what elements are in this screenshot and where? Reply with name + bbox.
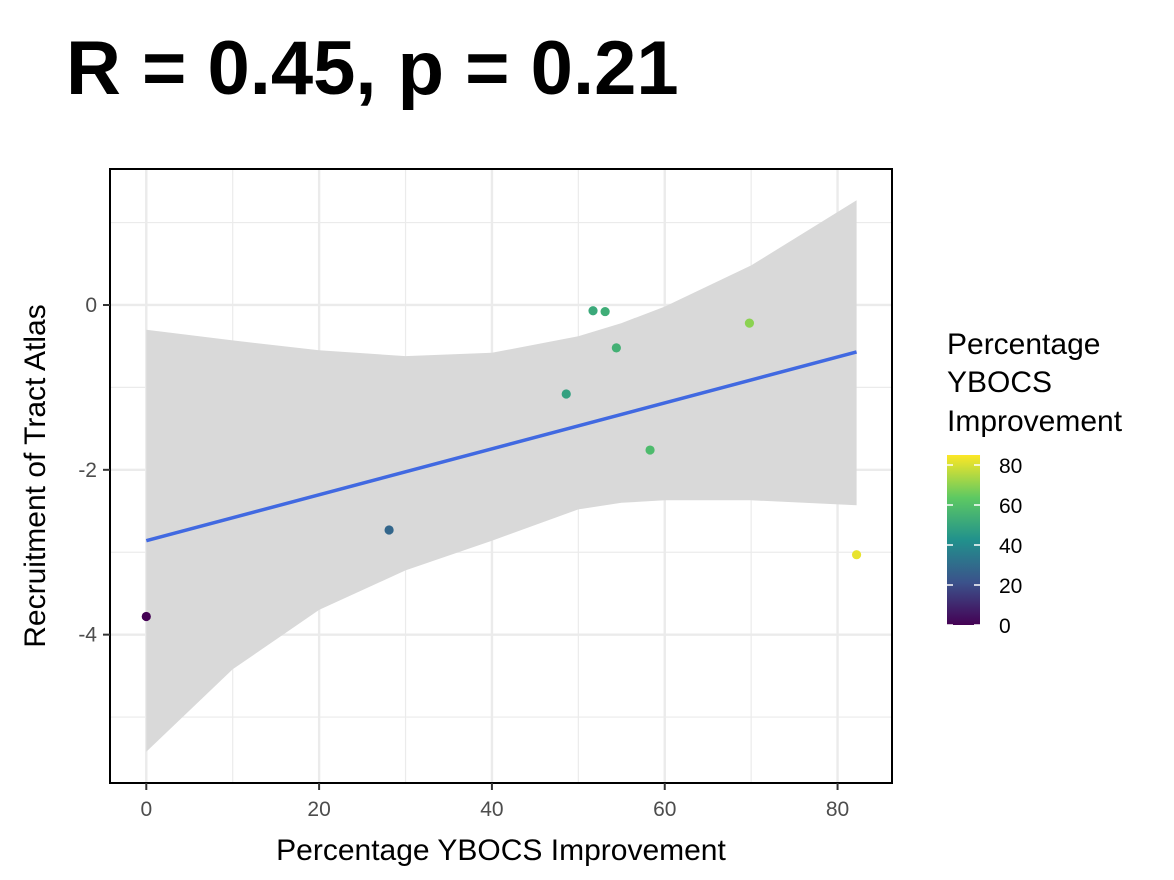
data-point <box>851 550 862 560</box>
data-point <box>600 306 610 317</box>
data-point <box>645 445 655 455</box>
legend-tick-label: 60 <box>999 495 1022 518</box>
x-tick-label: 80 <box>826 798 849 821</box>
data-point <box>384 525 394 535</box>
legend-tick-label: 40 <box>999 535 1022 558</box>
data-point <box>744 318 755 328</box>
y-axis-title: Recruitment of Tract Atlas <box>19 304 52 647</box>
regression-line <box>145 350 858 543</box>
legend-tick-label: 20 <box>999 575 1022 598</box>
data-point <box>611 343 621 353</box>
x-tick-label: 60 <box>653 798 676 821</box>
x-axis: 0 20 40 60 80 <box>140 783 849 821</box>
x-axis-title: Percentage YBOCS Improvement <box>276 834 726 867</box>
plot-panel-border <box>109 168 893 784</box>
legend-title-line-2: YBOCS <box>947 366 1052 399</box>
color-legend: Percentage YBOCS Improvement 0 20 40 60 80 <box>947 328 1123 638</box>
y-tick-label: -2 <box>78 459 97 482</box>
data-point <box>588 306 598 316</box>
legend-colorbar <box>947 455 980 625</box>
confidence-band <box>146 200 857 752</box>
x-tick-label: 20 <box>307 798 330 821</box>
legend-title-line-1: Percentage <box>947 328 1100 361</box>
x-tick-label: 0 <box>140 798 152 821</box>
chart-title: R = 0.45, p = 0.21 <box>66 26 679 111</box>
legend-ticks: 0 20 40 60 80 <box>947 455 1022 638</box>
x-tick-label: 40 <box>480 798 503 821</box>
y-tick-label: 0 <box>85 294 97 317</box>
data-points <box>141 306 862 622</box>
y-tick-label: -4 <box>78 624 97 647</box>
data-point <box>141 611 151 622</box>
legend-title-line-3: Improvement <box>947 405 1123 438</box>
y-axis: 0 -2 -4 <box>78 294 110 647</box>
data-point <box>561 389 571 399</box>
legend-tick-label: 80 <box>999 455 1022 478</box>
legend-tick-label: 0 <box>999 615 1011 638</box>
